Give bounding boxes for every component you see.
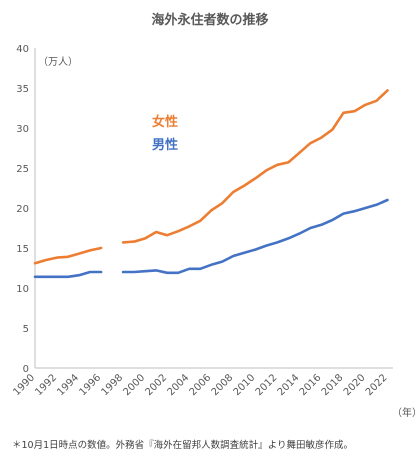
series-label-female: 女性: [152, 114, 178, 130]
x-axis-unit-label: （年）: [392, 406, 420, 419]
x-tick-label: 2020: [342, 372, 368, 398]
x-tick-label: 2012: [254, 372, 280, 398]
y-tick-label: 0: [23, 364, 29, 375]
series-line-male-segment-1: [33, 270, 103, 279]
series-layer: [33, 89, 389, 279]
x-tick-label: 1996: [77, 372, 103, 398]
y-tick-label: 10: [16, 284, 29, 295]
x-tick-label: 2010: [232, 372, 258, 398]
x-tick-label: 2006: [188, 372, 214, 398]
x-tick-label: 2014: [276, 372, 302, 398]
x-tick-label: 1992: [33, 372, 59, 398]
x-tick-label: 1990: [11, 372, 37, 398]
series-label-male: 男性: [152, 137, 178, 153]
series-line-female-segment-1: [33, 246, 103, 265]
y-tick-label: 30: [16, 124, 29, 135]
y-axis-unit-label: （万人）: [38, 56, 78, 68]
y-tick-label: 5: [23, 324, 29, 335]
footnote: ＊10月1日時点の数値。外務省『海外在留邦人数調査統計』より舞田敏彦作成。: [12, 439, 353, 451]
x-tick-label: 2018: [320, 372, 346, 398]
series-line-female-segment-2: [121, 89, 389, 244]
x-tick-label: 2022: [364, 372, 390, 398]
series-line-male-segment-2: [121, 198, 389, 275]
y-tick-label: 40: [16, 44, 29, 55]
x-tick-label: 1998: [99, 372, 125, 398]
chart-title: 海外永住者数の推移: [151, 12, 268, 28]
y-tick-label: 35: [16, 84, 29, 95]
x-axis-ticks: 1990199219941996199820002002200420062008…: [11, 372, 389, 398]
x-tick-label: 2016: [298, 372, 324, 398]
y-tick-label: 20: [16, 204, 29, 215]
x-tick-label: 1994: [55, 372, 81, 398]
y-tick-label: 15: [16, 244, 29, 255]
x-tick-label: 2004: [166, 372, 192, 398]
y-axis-ticks: 0 5 10 15 20 25 30 35 40: [16, 44, 29, 375]
x-tick-label: 2002: [144, 372, 170, 398]
x-tick-label: 2000: [121, 372, 147, 398]
y-tick-label: 25: [16, 164, 29, 175]
x-tick-label: 2008: [210, 372, 236, 398]
